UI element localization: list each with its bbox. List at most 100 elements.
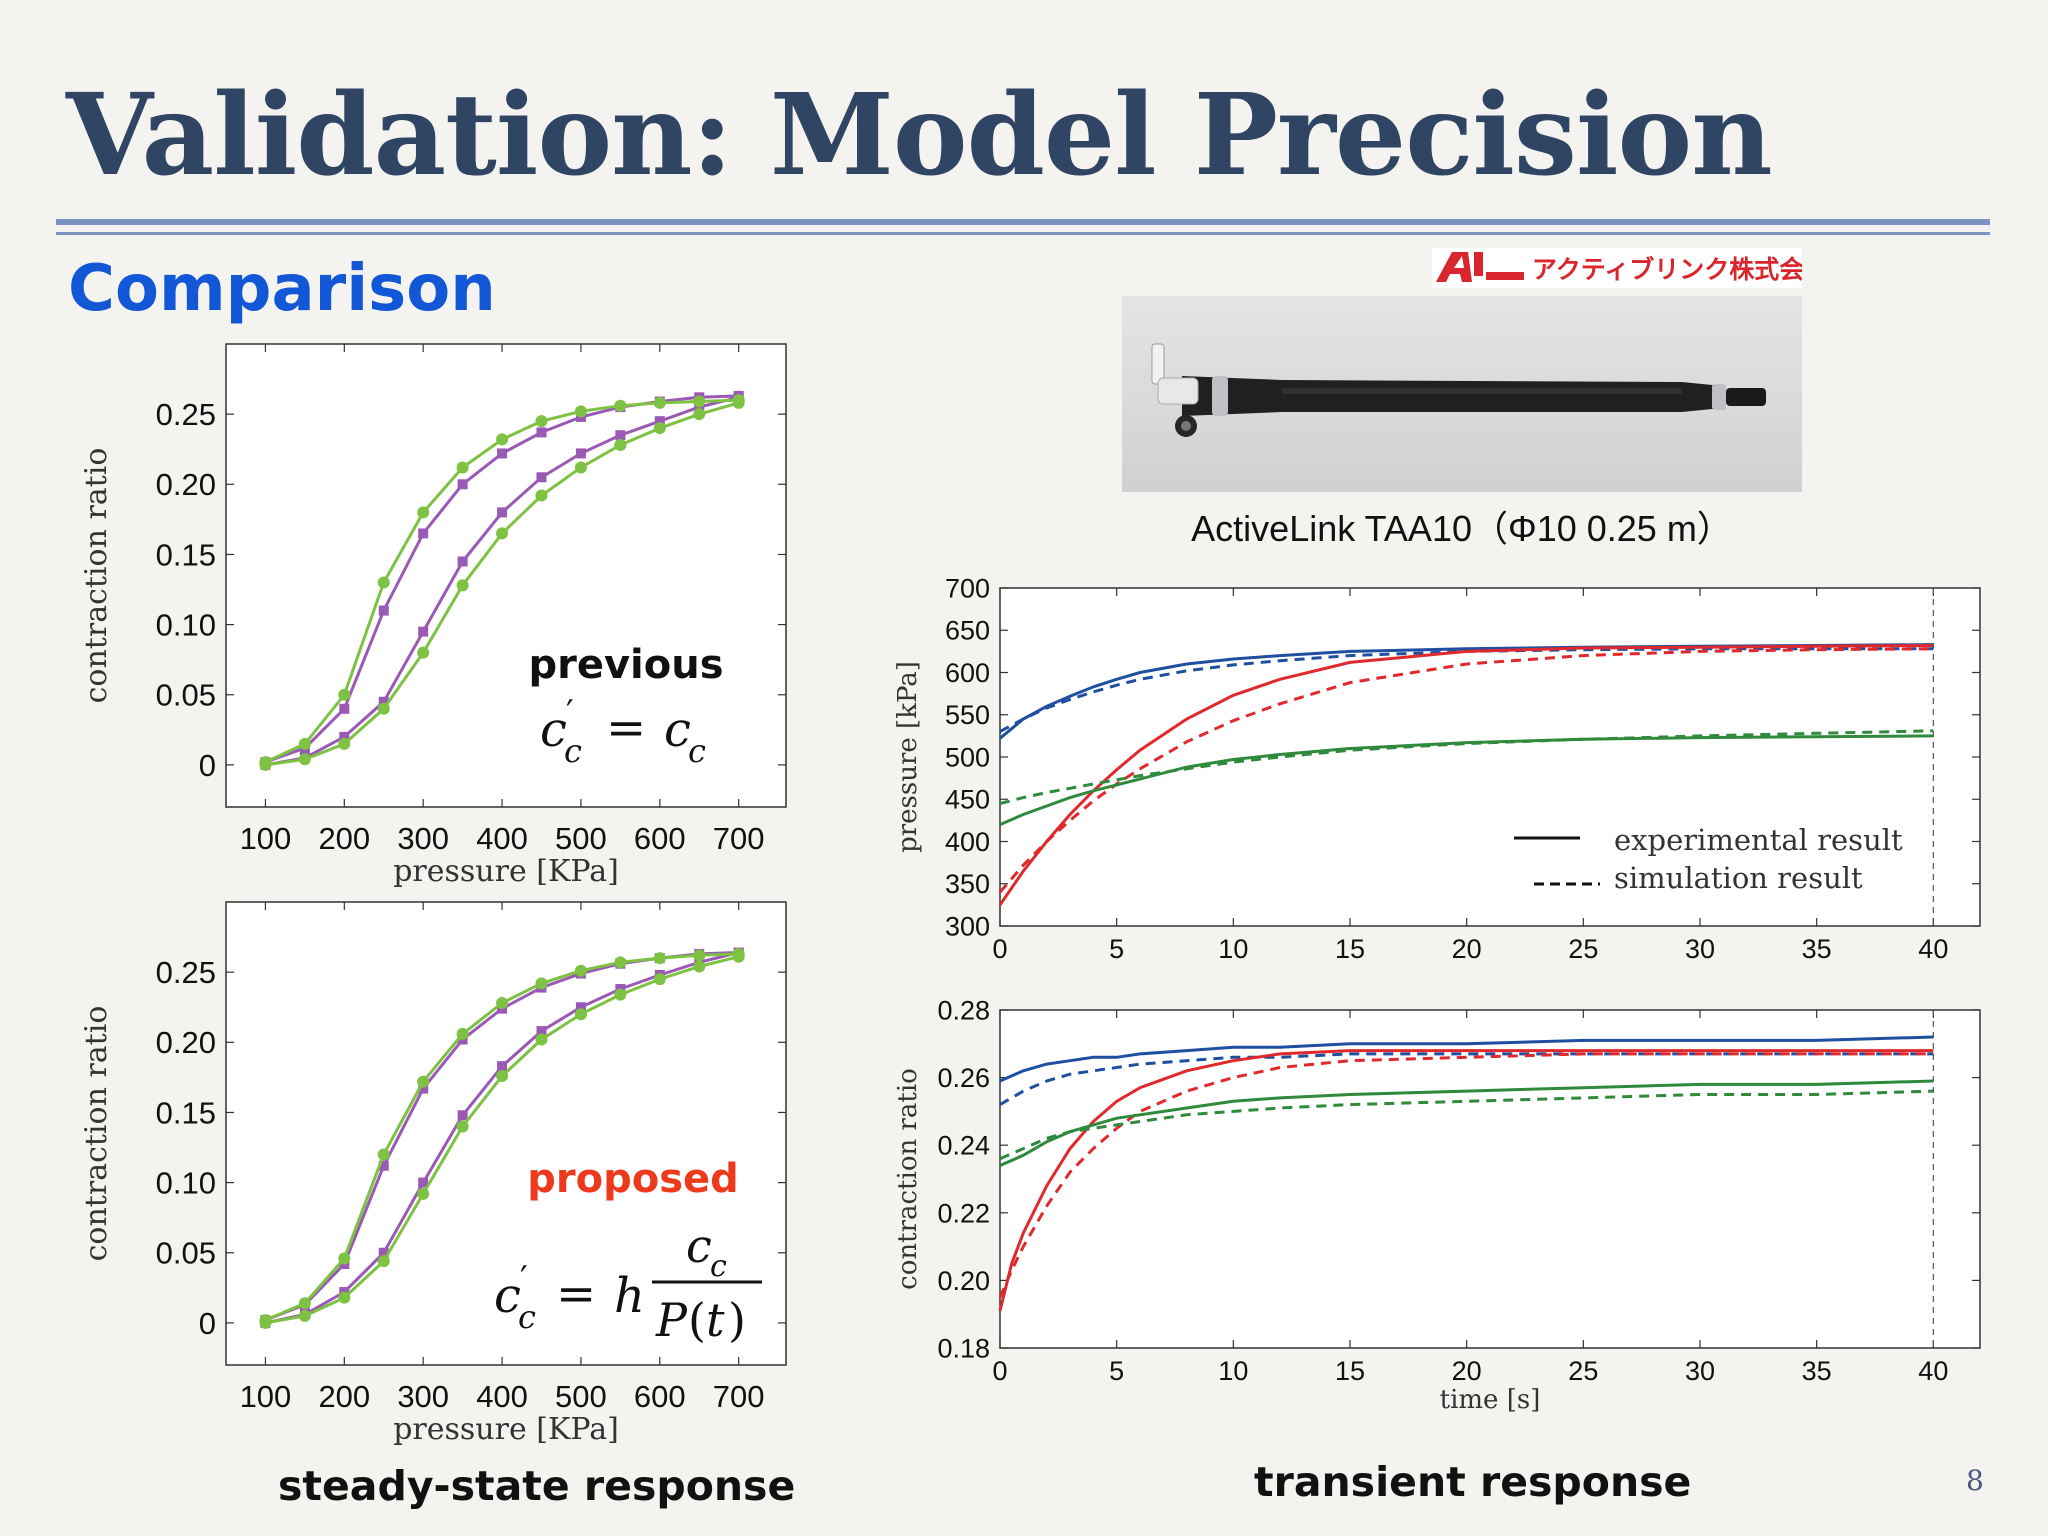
data-point-purple [497,507,508,518]
x-tick-label: 400 [476,821,528,856]
x-tick-label: 300 [397,821,449,856]
x-tick-label: 40 [1918,934,1948,964]
x-tick-label: 100 [240,1379,292,1414]
data-point-purple [457,1110,468,1121]
data-point-purple [418,1083,429,1094]
data-point-green [574,964,587,977]
chart-transient-pressure: 0 5 10 15 20 25 30 35 40 300 350 400 450 500 550 600 650… [893,573,1981,964]
svg-text:′: ′ [566,693,574,733]
data-point-purple [378,1247,389,1258]
data-point-purple [378,696,389,707]
data-point-green [377,576,390,589]
x-tick-label: 10 [1218,934,1248,964]
data-point-green [693,949,706,962]
x-tick-label: 40 [1918,1356,1948,1386]
svg-text:=: = [606,700,646,756]
proposed-label: proposed [527,1156,739,1202]
y-tick-label: 400 [945,827,990,857]
data-point-green [574,461,587,474]
x-tick-label: 300 [397,1379,449,1414]
y-tick-label: 0.28 [937,995,990,1025]
x-tick-label: 30 [1685,934,1715,964]
data-point-green [574,405,587,418]
data-point-purple [339,731,350,742]
data-point-purple [457,556,468,567]
svg-text:c: c [540,702,567,758]
data-point-purple [615,430,626,441]
y-tick-label: 0 [199,1306,216,1341]
data-point-purple [378,1160,389,1171]
data-point-green [417,1187,430,1200]
y-axis-label: pressure [kPa] [893,661,923,853]
y-tick-label: 650 [945,616,990,646]
data-point-green [496,527,509,540]
data-point-green [298,1309,311,1322]
data-point-green [338,737,351,750]
svg-text:c: c [564,732,582,770]
svg-text:): ) [728,1293,746,1347]
plot-frame [999,1009,1981,1349]
logo-text: アクティブリンク株式会社 [1532,255,1802,284]
data-point-green [535,1033,548,1046]
data-point-green [298,737,311,750]
data-point-green [298,753,311,766]
data-point-green [653,396,666,409]
data-point-green [693,395,706,408]
series-line-red [998,1049,1934,1312]
legend-entry-experimental: experimental result [1614,823,1903,857]
series-line-blue [999,647,1934,733]
y-tick-label: 0.22 [937,1198,990,1228]
data-point-green [535,977,548,990]
data-point-purple [339,703,350,714]
series-line-blue [999,1035,1934,1083]
data-point-green [653,973,666,986]
series-line-dark_green [999,729,1934,805]
svg-text:c: c [664,702,691,758]
data-point-green [338,688,351,701]
data-point-green [338,1252,351,1265]
y-tick-label: 600 [945,658,990,688]
x-tick-label: 200 [318,821,370,856]
x-tick-label: 0 [992,934,1007,964]
data-point-green [456,579,469,592]
slide-number: 8 [1966,1464,1984,1497]
series-line-red [998,644,1934,906]
y-tick-label: 0.20 [156,1025,216,1060]
data-point-green [338,1291,351,1304]
y-tick-label: 0.15 [156,537,216,572]
slide-title: Validation: Model Precision [66,70,1773,201]
x-tick-label: 5 [1109,934,1124,964]
data-point-green [653,422,666,435]
data-point-purple [575,1002,586,1013]
x-tick-label: 5 [1109,1356,1124,1386]
chart-transient-contraction: 0 5 10 15 20 25 30 35 40 0.18 0.20 0.22 0.24 0.26 0.28… [893,995,1981,1415]
data-point-purple [497,1061,508,1072]
y-tick-label: 0.05 [156,1236,216,1271]
x-axis-label: time [s] [1440,1385,1541,1415]
series-line-dark_green [999,1079,1934,1167]
data-point-purple [457,479,468,490]
activelink-logo: アクティブリンク株式会社 [1432,248,1802,288]
data-point-green [496,433,509,446]
y-tick-label: 700 [945,573,990,603]
data-point-green [535,415,548,428]
y-tick-label: 450 [945,785,990,815]
y-tick-label: 0.25 [156,955,216,990]
data-point-purple [418,1177,429,1188]
photo-caption: ActiveLink TAA10（Φ10 0.25 m） [1191,508,1733,549]
data-point-green [259,1314,272,1327]
data-point-purple [654,416,665,427]
data-point-green [732,947,745,960]
y-axis-label: contraction ratio [893,1068,923,1290]
y-tick-label: 0 [199,748,216,783]
x-tick-label: 25 [1568,934,1598,964]
y-tick-label: 500 [945,742,990,772]
product-photo [1122,296,1802,492]
x-tick-label: 600 [634,821,686,856]
y-tick-label: 0.24 [937,1131,990,1161]
x-tick-label: 15 [1335,934,1365,964]
data-point-purple [536,472,547,483]
data-point-green [653,952,666,965]
y-tick-label: 0.10 [156,1165,216,1200]
data-point-purple [378,605,389,616]
